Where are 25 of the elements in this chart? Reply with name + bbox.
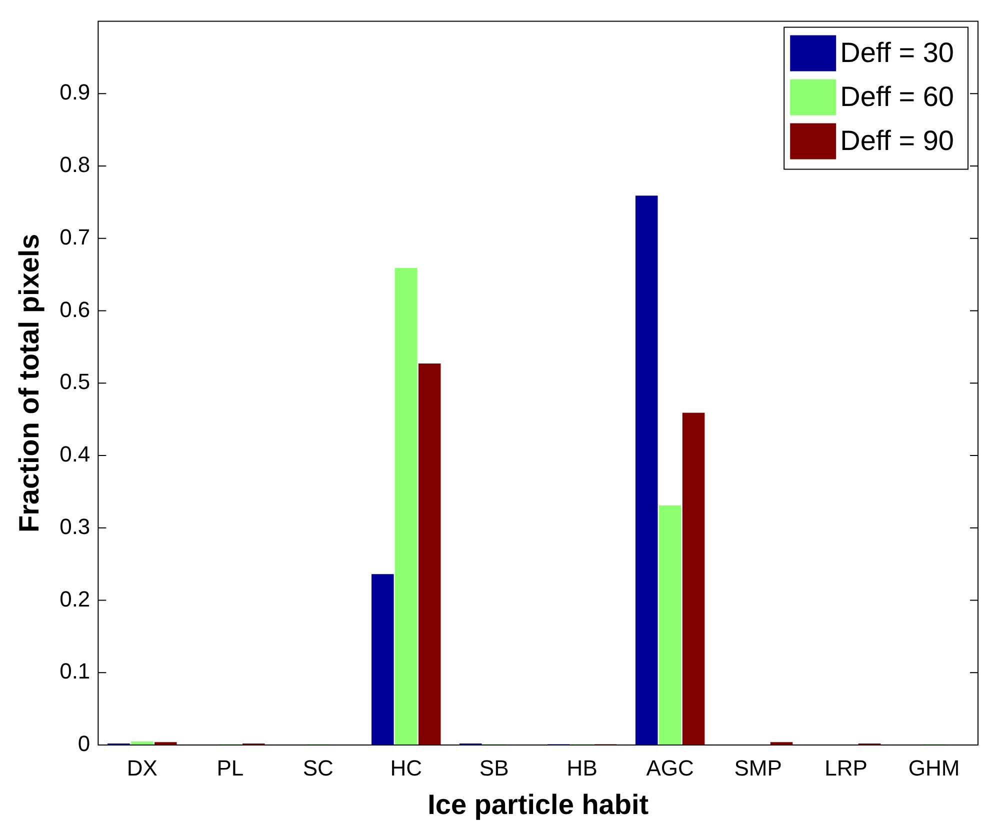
legend-label: Deff = 60 (840, 80, 954, 112)
y-tick-label: 0.5 (60, 369, 90, 394)
y-tick-label: 0.6 (60, 296, 90, 322)
x-tick-label: SC (302, 755, 334, 780)
y-tick-label: 0.2 (60, 586, 90, 612)
legend-label: Deff = 90 (840, 124, 954, 156)
x-tick-label: HB (566, 755, 598, 780)
y-tick-label: 0.7 (60, 224, 90, 250)
x-axis-title: Ice particle habit (428, 788, 649, 820)
y-tick-label: 0.3 (60, 514, 90, 539)
y-tick-label: 0.8 (60, 152, 90, 178)
legend-label: Deff = 30 (840, 36, 954, 68)
x-tick-label: GHM (908, 755, 960, 780)
x-tick-label: HC (390, 755, 422, 780)
x-tick-label: SMP (734, 755, 782, 780)
x-tick-label: SB (479, 755, 509, 780)
y-tick-label: 0.1 (60, 658, 90, 684)
y-tick-label: 0 (78, 731, 90, 756)
y-tick-label: 0.9 (60, 80, 90, 105)
y-axis-title: Fraction of total pixels (14, 234, 45, 532)
x-tick-label: AGC (646, 755, 694, 780)
x-tick-label: LRP (824, 755, 868, 780)
x-tick-label: DX (126, 755, 158, 780)
x-tick-label: PL (216, 755, 244, 780)
y-tick-label: 0.4 (60, 442, 90, 467)
